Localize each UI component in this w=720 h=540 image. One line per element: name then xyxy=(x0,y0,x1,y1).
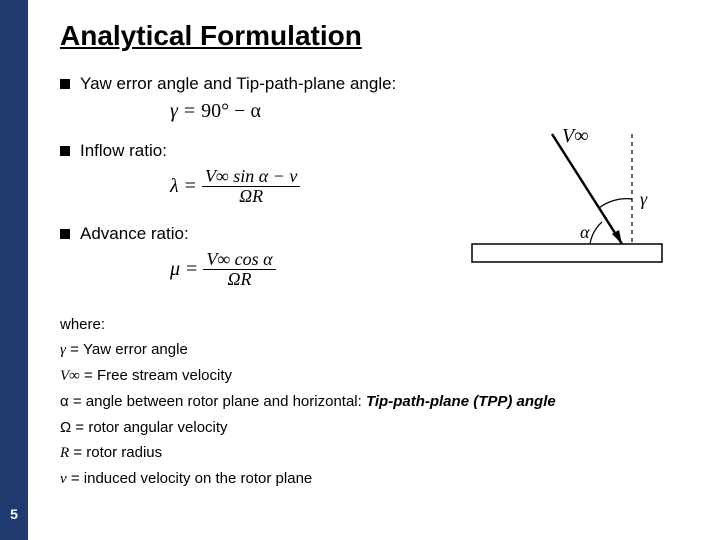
formula-lhs: μ xyxy=(170,258,180,281)
where-bold-suffix: Tip-path-plane (TPP) angle xyxy=(362,393,556,410)
bullet-label: Inflow ratio: xyxy=(80,141,167,161)
rotor-plane-rect xyxy=(472,244,662,262)
bullet-icon xyxy=(60,146,70,156)
bullet-icon xyxy=(60,79,70,89)
denominator: ΩR xyxy=(236,187,266,206)
where-sym: v xyxy=(60,471,67,487)
slide-title: Analytical Formulation xyxy=(60,20,690,52)
where-heading: where: xyxy=(60,313,690,336)
where-desc: = Free stream velocity xyxy=(84,367,232,384)
where-sym: Ω xyxy=(60,419,71,436)
formula-lhs: γ xyxy=(170,100,178,123)
where-sym: V∞ xyxy=(60,368,80,384)
where-sym: R xyxy=(60,445,69,461)
page-number: 5 xyxy=(0,506,28,522)
numerator-text: V∞ sin α − v xyxy=(205,166,297,186)
numerator-text: V∞ cos α xyxy=(206,249,272,269)
where-desc: = rotor radius xyxy=(73,444,162,461)
where-line: R = rotor radius xyxy=(60,441,690,465)
where-block: where: γ = Yaw error angle V∞ = Free str… xyxy=(60,313,690,492)
where-desc: = Yaw error angle xyxy=(70,341,188,358)
rotor-diagram: V∞ γ α xyxy=(462,124,672,284)
gamma-arc xyxy=(599,199,632,208)
denominator-text: ΩR xyxy=(239,186,263,206)
where-line: γ = Yaw error angle xyxy=(60,338,690,362)
denominator: ΩR xyxy=(224,270,254,289)
gamma-label: γ xyxy=(640,189,648,209)
left-accent-bar xyxy=(0,0,28,540)
alpha-label: α xyxy=(580,222,590,242)
where-line: Ω = rotor angular velocity xyxy=(60,416,690,439)
where-line: v = induced velocity on the rotor plane xyxy=(60,467,690,491)
numerator: V∞ cos α xyxy=(203,250,275,270)
bullet-label: Advance ratio: xyxy=(80,224,189,244)
where-desc: = angle between rotor plane and horizont… xyxy=(73,393,362,410)
formula-rhs: 90° − α xyxy=(201,100,261,123)
v-infinity-label: V∞ xyxy=(562,125,588,147)
where-line: V∞ = Free stream velocity xyxy=(60,364,690,388)
where-desc: = rotor angular velocity xyxy=(75,419,227,436)
equals: = xyxy=(186,258,197,281)
where-sym: γ xyxy=(60,342,66,358)
fraction: V∞ cos α ΩR xyxy=(203,250,275,289)
where-desc: = induced velocity on the rotor plane xyxy=(71,470,312,487)
alpha-arc xyxy=(590,222,602,244)
formula-gamma: γ = 90° − α xyxy=(170,100,690,123)
numerator: V∞ sin α − v xyxy=(202,167,300,187)
bullet-row: Yaw error angle and Tip-path-plane angle… xyxy=(60,74,690,94)
bullet-icon xyxy=(60,229,70,239)
formula-lhs: λ xyxy=(170,175,179,198)
equals: = xyxy=(184,100,195,123)
denominator-text: ΩR xyxy=(227,269,251,289)
bullet-label: Yaw error angle and Tip-path-plane angle… xyxy=(80,74,396,94)
where-line: α = angle between rotor plane and horizo… xyxy=(60,390,690,413)
equals: = xyxy=(185,175,196,198)
where-sym: α xyxy=(60,393,69,410)
fraction: V∞ sin α − v ΩR xyxy=(202,167,300,206)
